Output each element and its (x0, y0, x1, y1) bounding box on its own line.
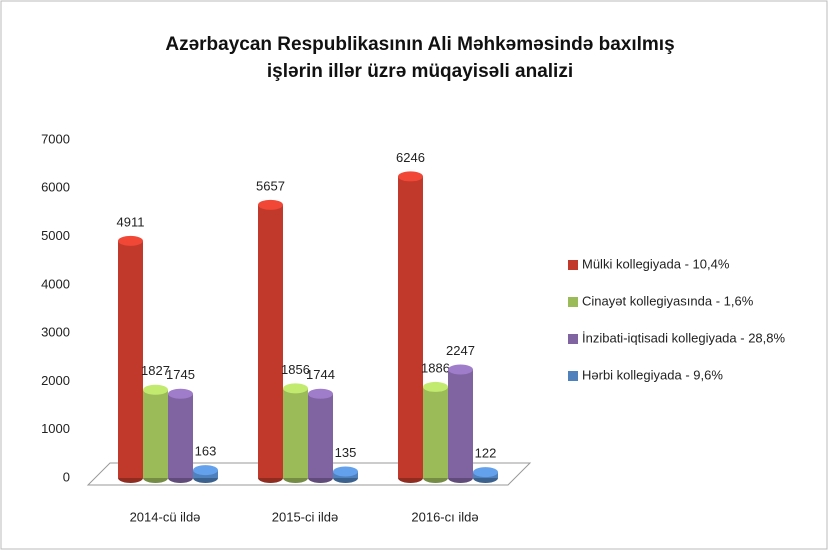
x-tick-label: 2015-ci ildə (272, 509, 339, 524)
y-tick-label: 2000 (41, 373, 70, 388)
bar (448, 369, 473, 478)
bar-top (333, 466, 358, 477)
data-label: 1827 (141, 363, 170, 378)
bar-top (193, 465, 218, 476)
data-label: 1886 (421, 360, 450, 375)
legend-swatch (568, 371, 578, 381)
bar-top (283, 383, 308, 394)
legend-swatch (568, 297, 578, 307)
legend-label: Mülki kollegiyada - 10,4% (582, 256, 730, 271)
data-label: 1745 (166, 367, 195, 382)
data-label: 1856 (281, 362, 310, 377)
data-label: 122 (475, 446, 497, 461)
bar-top (448, 364, 473, 375)
bar (168, 393, 193, 478)
y-tick-label: 4000 (41, 276, 70, 291)
data-label: 4911 (117, 214, 145, 229)
chart-title: işlərin illər üzrə müqayisəli analizi (267, 61, 573, 82)
bar-top (308, 388, 333, 399)
y-tick-label: 3000 (41, 325, 70, 340)
bar (118, 240, 143, 478)
data-label: 1744 (306, 367, 335, 382)
bar (398, 176, 423, 479)
bar (308, 393, 333, 478)
data-label: 2247 (446, 343, 475, 358)
bar-top (258, 199, 283, 210)
bar (143, 389, 168, 478)
bar (283, 388, 308, 478)
x-tick-label: 2014-cü ildə (130, 509, 201, 524)
legend-label: İnzibati-iqtisadi kollegiyada - 28,8% (582, 330, 785, 345)
data-label: 5657 (256, 178, 285, 193)
chart-title: Azərbaycan Respublikasının Ali Məhkəməsi… (165, 34, 674, 55)
bar (423, 386, 448, 478)
legend-label: Cinayət kollegiyasında - 1,6% (582, 293, 754, 308)
y-tick-label: 1000 (41, 421, 70, 436)
x-tick-label: 2016-cı ildə (411, 509, 478, 524)
data-label: 163 (195, 444, 217, 459)
data-label: 6246 (396, 150, 425, 165)
data-label: 135 (335, 445, 357, 460)
bar (258, 204, 283, 478)
bar-top (143, 384, 168, 395)
y-tick-label: 7000 (41, 131, 70, 146)
y-tick-label: 0 (63, 469, 70, 484)
y-tick-label: 5000 (41, 228, 70, 243)
legend-swatch (568, 260, 578, 270)
legend-label: Hərbi kollegiyada - 9,6% (582, 367, 723, 382)
bar-top (473, 467, 498, 478)
bar-top (398, 171, 423, 182)
legend-swatch (568, 334, 578, 344)
bar-top (423, 381, 448, 392)
bar-top (168, 388, 193, 399)
bar-top (118, 235, 143, 246)
y-tick-label: 6000 (41, 180, 70, 195)
